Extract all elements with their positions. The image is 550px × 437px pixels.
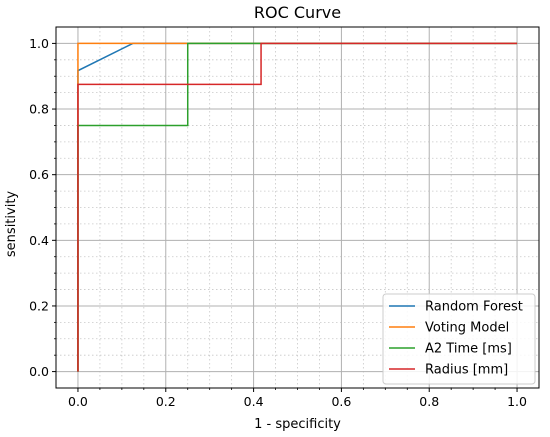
legend-box xyxy=(382,293,536,385)
legend-entry: Radius [mm] xyxy=(425,363,508,378)
x-tick-label: 1.0 xyxy=(507,394,527,409)
series-lines xyxy=(77,42,518,372)
x-axis-ticks: 0.0 0.2 0.4 0.6 0.8 1.0 xyxy=(68,388,527,409)
y-tick-label: 0.2 xyxy=(29,298,49,313)
legend-entry: Random Forest xyxy=(425,300,523,315)
x-axis-label: 1 - specificity xyxy=(254,417,341,432)
x-tick-label: 0.0 xyxy=(68,394,88,409)
y-tick-label: 1.0 xyxy=(29,36,49,51)
legend-entry: A2 Time [ms] xyxy=(425,342,512,357)
x-tick-label: 0.6 xyxy=(331,394,351,409)
y-axis-label: sensitivity xyxy=(4,191,19,258)
y-tick-label: 0.8 xyxy=(29,102,49,117)
y-tick-label: 0.0 xyxy=(29,364,49,379)
x-tick-label: 0.4 xyxy=(244,394,264,409)
y-tick-label: 0.4 xyxy=(29,233,49,248)
series-line-radius-mm xyxy=(77,42,518,372)
x-tick-label: 0.2 xyxy=(156,394,176,409)
y-tick-label: 0.6 xyxy=(29,167,49,182)
x-tick-label: 0.8 xyxy=(419,394,439,409)
chart-title: ROC Curve xyxy=(254,3,341,22)
legend: Random Forest Voting Model A2 Time [ms] Rad… xyxy=(382,293,536,385)
y-axis-ticks: 0.0 0.2 0.4 0.6 0.8 1.0 xyxy=(29,36,56,379)
legend-entry: Voting Model xyxy=(425,321,509,336)
